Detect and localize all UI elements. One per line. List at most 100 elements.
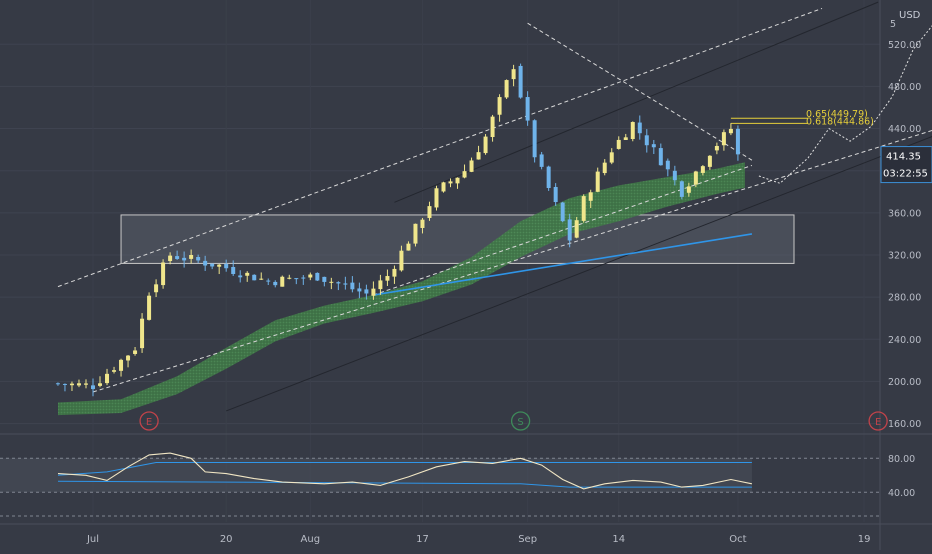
candle[interactable]	[448, 178, 453, 188]
candle[interactable]	[168, 252, 173, 265]
candle[interactable]	[210, 263, 215, 270]
candle[interactable]	[455, 177, 460, 189]
candle[interactable]	[588, 189, 593, 209]
candle[interactable]	[462, 164, 467, 179]
candle[interactable]	[630, 121, 635, 142]
event-marker[interactable]: E	[868, 411, 888, 431]
candle[interactable]	[98, 376, 103, 388]
candle[interactable]	[574, 216, 579, 239]
candle[interactable]	[693, 170, 698, 188]
candle[interactable]	[62, 383, 67, 392]
candle[interactable]	[644, 129, 649, 153]
candle[interactable]	[294, 278, 299, 285]
candle[interactable]	[476, 145, 481, 160]
candle[interactable]	[637, 115, 642, 140]
candle[interactable]	[175, 250, 180, 260]
candle[interactable]	[196, 254, 201, 264]
candle[interactable]	[700, 165, 705, 176]
candle[interactable]	[189, 249, 194, 264]
candle[interactable]	[105, 368, 110, 386]
candle[interactable]	[686, 182, 691, 197]
candle[interactable]	[623, 133, 628, 141]
candle[interactable]	[735, 125, 740, 161]
candle[interactable]	[266, 278, 271, 285]
candle[interactable]	[378, 274, 383, 295]
candle[interactable]	[504, 79, 509, 99]
candle[interactable]	[308, 272, 313, 281]
candle[interactable]	[76, 379, 81, 388]
candle[interactable]	[161, 259, 166, 289]
candle[interactable]	[287, 274, 292, 280]
candle[interactable]	[497, 94, 502, 122]
candle[interactable]	[322, 276, 327, 287]
candle[interactable]	[280, 275, 285, 287]
candle[interactable]	[728, 123, 733, 136]
candle[interactable]	[539, 151, 544, 170]
candle[interactable]	[301, 275, 306, 285]
candle[interactable]	[69, 381, 74, 391]
candle[interactable]	[203, 255, 208, 271]
candle[interactable]	[133, 346, 138, 356]
candle[interactable]	[672, 165, 677, 186]
candle[interactable]	[140, 313, 145, 353]
candle[interactable]	[441, 181, 446, 193]
candle[interactable]	[406, 241, 411, 251]
candle[interactable]	[350, 276, 355, 293]
candle[interactable]	[434, 185, 439, 211]
candle[interactable]	[560, 201, 565, 223]
candle[interactable]	[567, 213, 572, 248]
candle[interactable]	[83, 379, 88, 389]
candle[interactable]	[154, 279, 159, 298]
candle[interactable]	[399, 245, 404, 272]
candle[interactable]	[91, 378, 95, 397]
candle[interactable]	[231, 260, 236, 276]
candle[interactable]	[469, 157, 474, 173]
candle[interactable]	[55, 382, 60, 386]
candle[interactable]	[385, 269, 390, 286]
candle[interactable]	[343, 276, 348, 290]
candle[interactable]	[609, 148, 614, 165]
candle[interactable]	[679, 180, 684, 200]
candle[interactable]	[532, 119, 537, 163]
candle[interactable]	[651, 139, 656, 155]
candle[interactable]	[245, 271, 250, 282]
event-marker[interactable]: S	[510, 411, 531, 431]
candle[interactable]	[182, 251, 187, 268]
candle[interactable]	[273, 280, 278, 288]
event-marker[interactable]: E	[139, 411, 159, 431]
candle[interactable]	[413, 223, 418, 247]
candle[interactable]	[518, 63, 523, 99]
candle[interactable]	[616, 136, 621, 150]
candle[interactable]	[595, 167, 600, 193]
candle[interactable]	[602, 159, 607, 176]
candle[interactable]	[329, 277, 334, 290]
candle[interactable]	[553, 183, 558, 206]
candle[interactable]	[371, 281, 376, 300]
candle[interactable]	[427, 201, 432, 221]
candle[interactable]	[119, 358, 124, 377]
candle[interactable]	[490, 114, 495, 142]
candle[interactable]	[525, 91, 530, 126]
candle[interactable]	[238, 270, 243, 283]
candle[interactable]	[147, 292, 152, 321]
candle[interactable]	[364, 284, 369, 300]
candle[interactable]	[336, 281, 341, 291]
candle[interactable]	[721, 129, 726, 151]
candle[interactable]	[224, 259, 229, 272]
candle[interactable]	[546, 165, 551, 191]
candle[interactable]	[112, 366, 117, 374]
candle[interactable]	[420, 217, 425, 234]
candle[interactable]	[252, 274, 257, 281]
candle[interactable]	[315, 272, 320, 282]
candle[interactable]	[707, 155, 712, 170]
candle[interactable]	[483, 134, 488, 155]
candle[interactable]	[581, 194, 586, 223]
candle[interactable]	[511, 64, 516, 87]
candle[interactable]	[217, 263, 222, 275]
candle[interactable]	[357, 282, 362, 299]
candle[interactable]	[392, 265, 397, 284]
candle[interactable]	[126, 355, 131, 368]
candle[interactable]	[259, 272, 264, 280]
